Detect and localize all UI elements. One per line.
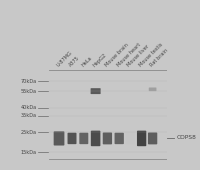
Text: 35kDa: 35kDa [21, 113, 37, 118]
Text: Mouse liver: Mouse liver [127, 44, 151, 68]
Text: HeLa: HeLa [80, 56, 93, 68]
FancyBboxPatch shape [148, 132, 157, 144]
Text: Mouse testis: Mouse testis [138, 42, 164, 68]
FancyBboxPatch shape [91, 88, 101, 94]
Text: HepG2: HepG2 [92, 52, 108, 68]
FancyBboxPatch shape [137, 131, 146, 146]
FancyBboxPatch shape [54, 131, 64, 146]
Text: COPS8: COPS8 [176, 135, 196, 140]
Text: Rat brain: Rat brain [149, 48, 169, 68]
Text: 15kDa: 15kDa [21, 150, 37, 155]
Text: Mouse heart: Mouse heart [116, 42, 141, 68]
Text: 40kDa: 40kDa [21, 105, 37, 110]
FancyBboxPatch shape [79, 133, 88, 144]
FancyBboxPatch shape [149, 88, 156, 91]
Text: A375: A375 [68, 55, 81, 68]
Text: 55kDa: 55kDa [21, 89, 37, 94]
Text: U-87MG: U-87MG [55, 50, 73, 68]
FancyBboxPatch shape [91, 131, 100, 146]
FancyBboxPatch shape [68, 133, 76, 144]
FancyBboxPatch shape [103, 132, 112, 144]
FancyBboxPatch shape [115, 133, 124, 144]
FancyBboxPatch shape [126, 133, 135, 144]
Text: 25kDa: 25kDa [21, 130, 37, 135]
Text: 70kDa: 70kDa [21, 79, 37, 84]
Text: Mouse brain: Mouse brain [104, 43, 129, 68]
